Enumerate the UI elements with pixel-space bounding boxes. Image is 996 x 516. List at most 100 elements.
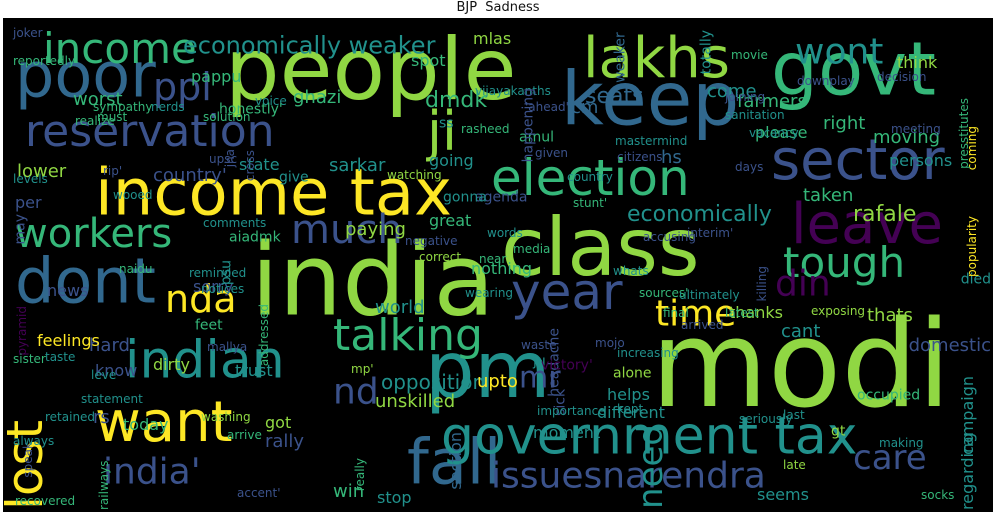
- cloud-word: know: [95, 361, 137, 380]
- cloud-word: election: [491, 149, 690, 207]
- cloud-word: agenda: [475, 190, 527, 206]
- cloud-word: issuesnarendra: [491, 456, 766, 497]
- cloud-word: trust: [235, 361, 273, 380]
- cloud-word: movie: [731, 48, 768, 62]
- cloud-word: days: [735, 160, 763, 174]
- cloud-word: reservation: [25, 106, 275, 157]
- cloud-word: downplay: [797, 74, 855, 88]
- cloud-word: vacancy: [749, 126, 799, 140]
- cloud-word: feet: [195, 318, 223, 334]
- word-cloud: modi india people govt class income tax pm poor…: [3, 20, 991, 510]
- cloud-word: class: [501, 201, 700, 294]
- cloud-word: reportedly: [13, 54, 75, 68]
- cloud-word: economically weaker: [183, 32, 436, 60]
- cloud-word: rs: [93, 407, 110, 428]
- cloud-word: pyramid: [15, 306, 29, 356]
- cloud-word: ss: [439, 116, 454, 132]
- cloud-word: making: [879, 436, 924, 450]
- cloud-word: leve: [91, 368, 116, 382]
- cloud-word: hs: [661, 147, 682, 168]
- cloud-word: aiadmk: [229, 230, 282, 246]
- cloud-word: killing: [755, 266, 769, 302]
- cloud-word: levels: [13, 172, 48, 186]
- cloud-word: ultimately: [679, 288, 740, 302]
- cloud-word: keep: [561, 56, 739, 142]
- cloud-word: words: [487, 226, 523, 240]
- cloud-word: news: [47, 281, 88, 300]
- cloud-word: nda: [165, 277, 237, 321]
- cloud-word: nothing: [471, 259, 532, 278]
- cloud-word: cant: [781, 321, 820, 342]
- cloud-word: thats: [867, 305, 913, 326]
- cloud-word: helps: [607, 385, 650, 404]
- cloud-word: negative: [405, 234, 457, 248]
- cloud-word: gt: [831, 424, 846, 440]
- cloud-word: domestic: [909, 335, 991, 356]
- cloud-word: poor: [15, 38, 156, 111]
- cloud-word: stunt': [573, 196, 607, 210]
- cloud-word: late: [783, 458, 806, 472]
- cloud-word: today: [123, 415, 169, 434]
- cloud-word: solution: [203, 110, 251, 124]
- cloud-word: mojo: [595, 336, 625, 350]
- cloud-word: realize: [75, 114, 115, 128]
- cloud-word: notices: [201, 282, 244, 296]
- cloud-word: section: [446, 432, 465, 490]
- cloud-word: care: [853, 438, 927, 478]
- cloud-word: recovered: [15, 494, 75, 508]
- cloud-word: headache: [547, 328, 563, 397]
- cloud-word: reminded: [189, 266, 246, 280]
- cloud-word: mallya: [207, 340, 247, 354]
- cloud-word: moving: [873, 127, 940, 148]
- chart-title: BJP Sadness: [456, 0, 540, 15]
- cloud-word: meeting: [891, 122, 941, 136]
- cloud-word: voice: [255, 94, 287, 108]
- cloud-word: sympathy: [93, 100, 152, 114]
- cloud-word: speak: [21, 442, 35, 478]
- cloud-word: regarding: [958, 433, 977, 510]
- cloud-word: hard: [89, 335, 130, 356]
- cloud-word: weaker: [613, 32, 629, 83]
- cloud-word: going: [429, 151, 474, 170]
- cloud-word: arrived: [681, 318, 723, 332]
- cloud-word: pappu: [191, 67, 241, 86]
- cloud-word: lakhs: [583, 26, 730, 91]
- cloud-word: socks: [921, 488, 954, 502]
- cloud-word: fall: [407, 425, 501, 498]
- cloud-word: much: [291, 207, 403, 253]
- cloud-word: indian: [125, 331, 285, 391]
- cloud-word: last: [783, 408, 805, 422]
- cloud-word: taken: [803, 185, 853, 206]
- cloud-word: time: [655, 294, 736, 335]
- cloud-word: may: [13, 214, 29, 245]
- cloud-word: please: [755, 123, 807, 142]
- cloud-word: exposing: [811, 304, 865, 318]
- cloud-word: per: [15, 193, 42, 212]
- cloud-word: always: [13, 434, 54, 448]
- cloud-word: victory': [541, 358, 593, 374]
- cloud-word: campaign: [958, 376, 977, 455]
- cloud-word: unskilled: [375, 391, 455, 412]
- cloud-word: railways: [97, 461, 111, 510]
- cloud-word: modi: [651, 296, 951, 435]
- cloud-word: accusing: [643, 230, 696, 244]
- cloud-word: sector: [771, 128, 946, 193]
- cloud-word: popularity: [965, 216, 979, 277]
- cloud-word: occupied: [857, 388, 920, 404]
- cloud-word: kept: [617, 402, 644, 416]
- cloud-word: come: [707, 81, 757, 102]
- cloud-word: ju: [532, 354, 546, 370]
- cloud-word: citizens: [617, 150, 663, 164]
- cloud-word: increasing: [617, 346, 679, 360]
- cloud-word: seriously: [739, 412, 793, 426]
- cloud-word: ji: [426, 100, 457, 163]
- cloud-word: whats: [613, 264, 649, 278]
- cloud-word: retained: [45, 410, 95, 424]
- cloud-word: died: [961, 272, 991, 288]
- cloud-word: rip': [103, 164, 122, 178]
- cloud-word: media: [513, 242, 550, 256]
- cloud-word: lower: [17, 161, 67, 182]
- cloud-word: workers: [15, 211, 172, 257]
- cloud-word: lost: [3, 420, 54, 510]
- cloud-word: din: [775, 264, 831, 305]
